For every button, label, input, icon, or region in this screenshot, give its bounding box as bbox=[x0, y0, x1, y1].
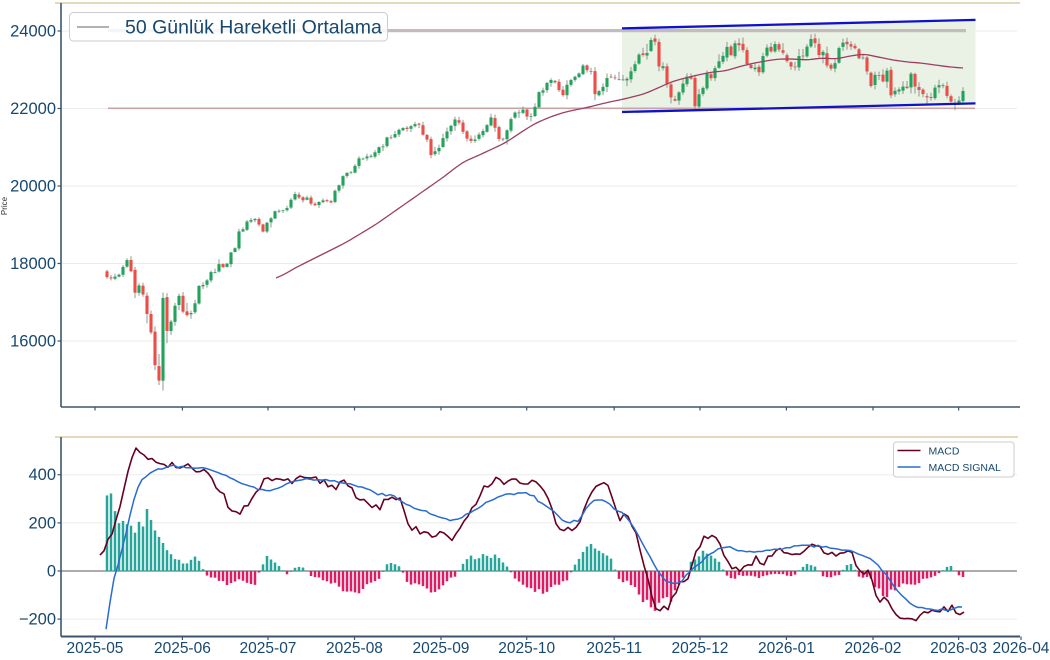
svg-text:2026-02: 2026-02 bbox=[845, 640, 902, 657]
svg-text:2025-08: 2025-08 bbox=[326, 640, 383, 657]
svg-text:2025-07: 2025-07 bbox=[240, 640, 297, 657]
svg-text:24000: 24000 bbox=[10, 23, 56, 41]
svg-text:22000: 22000 bbox=[10, 100, 56, 118]
svg-text:2025-10: 2025-10 bbox=[498, 640, 555, 657]
svg-text:0: 0 bbox=[47, 563, 56, 581]
svg-text:20000: 20000 bbox=[10, 178, 56, 196]
svg-text:2026-04: 2026-04 bbox=[993, 640, 1050, 657]
svg-text:16000: 16000 bbox=[10, 333, 56, 351]
svg-text:2025-06: 2025-06 bbox=[154, 640, 211, 657]
svg-text:2025-12: 2025-12 bbox=[672, 640, 729, 657]
svg-text:2025-05: 2025-05 bbox=[67, 640, 124, 657]
svg-text:2026-03: 2026-03 bbox=[930, 640, 987, 657]
svg-text:2025-09: 2025-09 bbox=[413, 640, 470, 657]
svg-text:MACD: MACD bbox=[929, 446, 960, 458]
svg-text:200: 200 bbox=[28, 514, 56, 532]
svg-text:Price: Price bbox=[0, 196, 9, 215]
svg-text:2025-11: 2025-11 bbox=[586, 640, 642, 657]
svg-text:2026-01: 2026-01 bbox=[758, 640, 815, 657]
svg-text:400: 400 bbox=[28, 466, 56, 484]
svg-text:MACD SIGNAL: MACD SIGNAL bbox=[929, 462, 1002, 474]
svg-text:18000: 18000 bbox=[10, 255, 56, 273]
svg-text:−200: −200 bbox=[19, 611, 56, 629]
svg-text:50 Günlük Hareketli Ortalama: 50 Günlük Hareketli Ortalama bbox=[125, 17, 382, 39]
